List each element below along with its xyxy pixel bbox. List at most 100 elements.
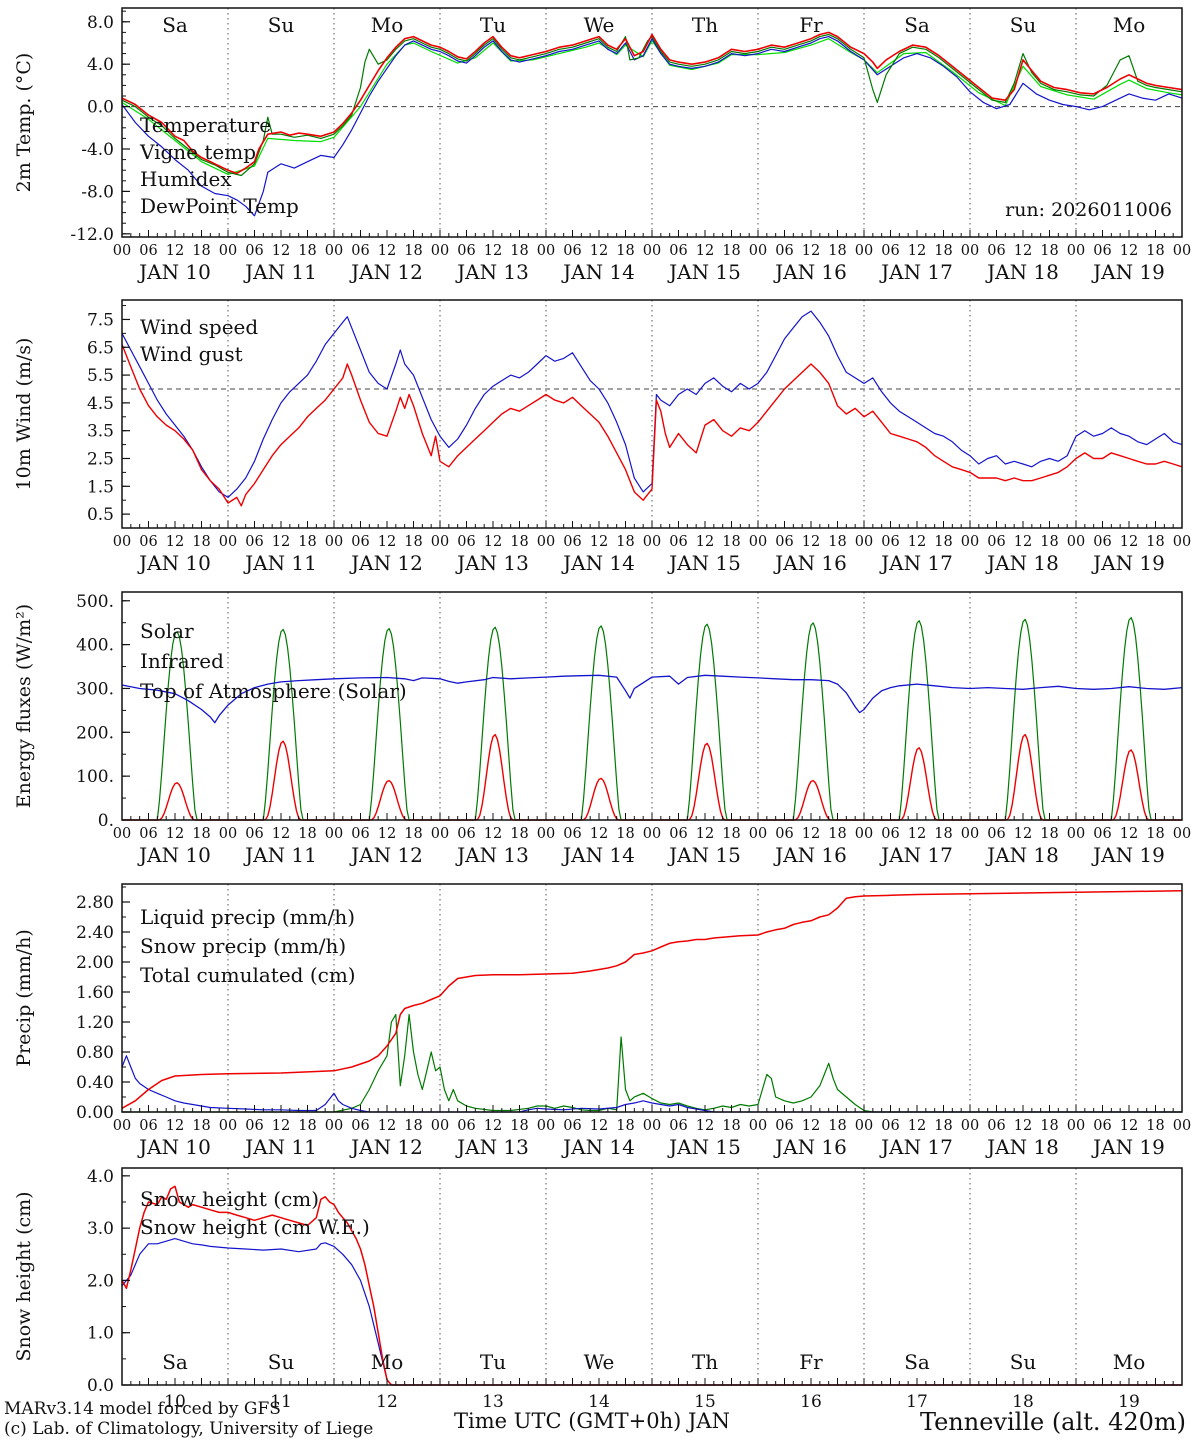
day-label: JAN 13 bbox=[455, 260, 529, 284]
hour-label: 18 bbox=[404, 534, 422, 550]
day-label: JAN 11 bbox=[243, 1135, 317, 1159]
y-tick-label: 200. bbox=[76, 723, 114, 743]
day-label: JAN 12 bbox=[349, 551, 423, 575]
day-label: JAN 12 bbox=[349, 260, 423, 284]
hour-label: 18 bbox=[1040, 1118, 1058, 1134]
hour-label: 06 bbox=[351, 1118, 369, 1134]
hour-label: 06 bbox=[1093, 1118, 1111, 1134]
hour-label: 18 bbox=[298, 826, 316, 842]
day-label: JAN 14 bbox=[561, 843, 635, 867]
day-label: JAN 19 bbox=[1091, 551, 1165, 575]
hour-label: 18 bbox=[298, 243, 316, 259]
day-label: JAN 14 bbox=[561, 260, 635, 284]
hour-label: 00 bbox=[961, 1118, 979, 1134]
hour-label: 18 bbox=[722, 243, 740, 259]
day-label: JAN 19 bbox=[1091, 843, 1165, 867]
y-tick-label: 3.0 bbox=[87, 1219, 114, 1239]
hour-label: 12 bbox=[590, 243, 608, 259]
day-label: JAN 10 bbox=[137, 260, 211, 284]
day-number-label: 19 bbox=[1118, 1392, 1140, 1412]
hour-label: 12 bbox=[1014, 1118, 1032, 1134]
hour-label: 12 bbox=[696, 534, 714, 550]
hour-label: 00 bbox=[643, 534, 661, 550]
hour-label: 06 bbox=[139, 534, 157, 550]
hour-label: 06 bbox=[775, 534, 793, 550]
hour-label: 12 bbox=[1120, 243, 1138, 259]
day-label: JAN 15 bbox=[667, 843, 741, 867]
hour-label: 12 bbox=[908, 243, 926, 259]
hour-label: 18 bbox=[298, 1118, 316, 1134]
hour-label: 00 bbox=[961, 243, 979, 259]
hour-label: 00 bbox=[855, 243, 873, 259]
y-axis-title: Precip (mm/h) bbox=[13, 929, 35, 1067]
hour-label: 18 bbox=[1146, 826, 1164, 842]
hour-label: 06 bbox=[563, 1118, 581, 1134]
hour-label: 12 bbox=[1120, 826, 1138, 842]
hour-label: 12 bbox=[166, 826, 184, 842]
weekday-label: Su bbox=[268, 13, 295, 37]
hour-label: 00 bbox=[219, 826, 237, 842]
time-axis-title: Time UTC (GMT+0h) JAN bbox=[454, 1409, 730, 1433]
hour-label: 06 bbox=[351, 243, 369, 259]
hour-label: 06 bbox=[881, 1118, 899, 1134]
day-label: JAN 17 bbox=[879, 260, 953, 284]
hour-label: 12 bbox=[1120, 1118, 1138, 1134]
hour-label: 00 bbox=[1067, 826, 1085, 842]
y-tick-label: 3.5 bbox=[87, 422, 114, 442]
hour-label: 18 bbox=[616, 1118, 634, 1134]
day-label: JAN 14 bbox=[561, 551, 635, 575]
hour-label: 00 bbox=[431, 243, 449, 259]
hour-label: 18 bbox=[934, 1118, 952, 1134]
weekday-label: Th bbox=[692, 13, 718, 37]
hour-label: 18 bbox=[1040, 534, 1058, 550]
panel-wind: 0.5 1.5 2.5 3.5 4.5 5.5 6.5 7.5 00 06 12 18 00 06 12 18… bbox=[13, 299, 1191, 575]
hour-label: 06 bbox=[139, 826, 157, 842]
legend-precip-0: Liquid precip (mm/h) bbox=[140, 905, 355, 929]
hour-label: 18 bbox=[404, 243, 422, 259]
day-label: JAN 13 bbox=[455, 1135, 529, 1159]
hour-label: 00 bbox=[1173, 1118, 1191, 1134]
y-tick-label: 0.80 bbox=[76, 1043, 114, 1063]
hour-label: 00 bbox=[1067, 1118, 1085, 1134]
y-tick-label: 1.5 bbox=[87, 477, 114, 497]
hour-label: 18 bbox=[1040, 826, 1058, 842]
hour-label: 00 bbox=[431, 1118, 449, 1134]
hour-label: 00 bbox=[749, 243, 767, 259]
day-label: JAN 13 bbox=[455, 843, 529, 867]
series-humidex bbox=[121, 35, 1183, 217]
hour-label: 12 bbox=[272, 534, 290, 550]
series-infrared bbox=[121, 674, 1183, 724]
hour-label: 18 bbox=[828, 243, 846, 259]
y-tick-label: 2.0 bbox=[87, 1271, 114, 1291]
hour-label: 18 bbox=[1146, 243, 1164, 259]
y-axis-title: 2m Temp. (°C) bbox=[13, 53, 35, 193]
hour-label: 00 bbox=[855, 534, 873, 550]
day-label: JAN 16 bbox=[773, 843, 847, 867]
hour-label: 00 bbox=[643, 826, 661, 842]
hour-label: 00 bbox=[749, 1118, 767, 1134]
y-tick-label: 4.5 bbox=[87, 394, 114, 414]
legend-energy-fluxes-1: Infrared bbox=[140, 649, 224, 673]
hour-label: 06 bbox=[457, 534, 475, 550]
series-snow-height bbox=[121, 1185, 1182, 1386]
hour-label: 06 bbox=[563, 534, 581, 550]
day-label: JAN 13 bbox=[455, 551, 529, 575]
hour-label: 06 bbox=[775, 826, 793, 842]
weekday-label: Fr bbox=[799, 1350, 823, 1374]
hour-label: 12 bbox=[378, 826, 396, 842]
hour-label: 12 bbox=[166, 243, 184, 259]
legend-temperature-3: DewPoint Temp bbox=[140, 194, 299, 218]
day-number-label: 16 bbox=[800, 1392, 822, 1412]
hour-label: 12 bbox=[696, 1118, 714, 1134]
day-label: JAN 10 bbox=[137, 1135, 211, 1159]
hour-label: 12 bbox=[378, 243, 396, 259]
hour-label: 18 bbox=[510, 826, 528, 842]
hour-label: 06 bbox=[457, 826, 475, 842]
hour-label: 12 bbox=[802, 534, 820, 550]
hour-label: 06 bbox=[987, 243, 1005, 259]
hour-label: 00 bbox=[219, 1118, 237, 1134]
day-number-label: 15 bbox=[694, 1392, 716, 1412]
hour-label: 18 bbox=[510, 534, 528, 550]
y-tick-label: 6.5 bbox=[87, 338, 114, 358]
hour-label: 18 bbox=[616, 534, 634, 550]
